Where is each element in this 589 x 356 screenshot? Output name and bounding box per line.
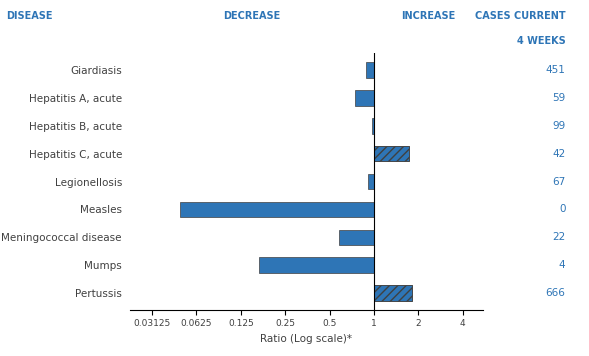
Bar bbox=[374, 146, 409, 161]
Bar bbox=[374, 286, 412, 301]
Text: 67: 67 bbox=[552, 177, 565, 187]
Bar bbox=[372, 118, 374, 134]
X-axis label: Ratio (Log scale)*: Ratio (Log scale)* bbox=[260, 334, 352, 344]
Text: CASES CURRENT: CASES CURRENT bbox=[475, 11, 565, 21]
Text: 22: 22 bbox=[552, 232, 565, 242]
Text: 0: 0 bbox=[559, 204, 565, 214]
Text: 59: 59 bbox=[552, 93, 565, 103]
Text: 451: 451 bbox=[545, 65, 565, 75]
Bar bbox=[355, 90, 374, 106]
Text: 42: 42 bbox=[552, 149, 565, 159]
Bar bbox=[259, 257, 374, 273]
Text: INCREASE: INCREASE bbox=[401, 11, 455, 21]
Text: 4 WEEKS: 4 WEEKS bbox=[517, 36, 565, 46]
Bar bbox=[339, 230, 374, 245]
Text: DECREASE: DECREASE bbox=[223, 11, 280, 21]
Text: 99: 99 bbox=[552, 121, 565, 131]
Bar bbox=[180, 202, 374, 217]
Bar bbox=[368, 174, 374, 189]
Bar bbox=[374, 146, 409, 161]
Text: DISEASE: DISEASE bbox=[6, 11, 52, 21]
Text: 4: 4 bbox=[559, 260, 565, 270]
Text: 666: 666 bbox=[545, 288, 565, 298]
Bar bbox=[374, 286, 412, 301]
Bar bbox=[366, 62, 374, 78]
